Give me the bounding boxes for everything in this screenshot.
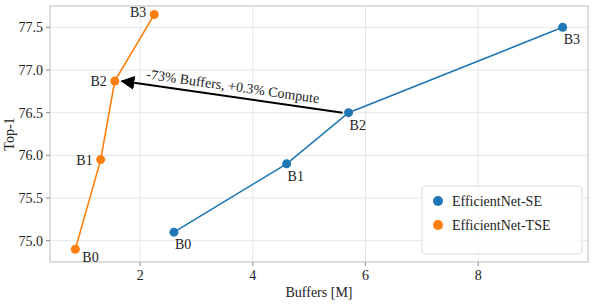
legend-label: EfficientNet-SE — [452, 194, 542, 209]
series-line — [75, 15, 154, 250]
x-tick-label: 2 — [137, 268, 144, 283]
legend-marker — [433, 220, 443, 230]
x-tick-label: 8 — [475, 268, 482, 283]
legend-marker — [433, 196, 443, 206]
point — [110, 77, 119, 86]
y-tick — [46, 198, 50, 199]
y-tick — [46, 70, 50, 71]
point — [344, 108, 353, 117]
x-tick-label: 6 — [362, 268, 369, 283]
y-tick — [46, 240, 50, 241]
legend-box — [422, 186, 582, 254]
point — [558, 23, 567, 32]
x-axis-label: Buffers [M] — [285, 285, 352, 300]
y-grid-line — [50, 70, 588, 71]
point — [169, 228, 178, 237]
x-tick — [478, 262, 479, 266]
y-tick-label: 75.0 — [19, 234, 44, 249]
y-grid-line — [50, 27, 588, 28]
x-grid-line — [140, 6, 141, 262]
data-group — [71, 10, 567, 254]
y-tick-label: 76.5 — [19, 106, 44, 121]
x-grid-line — [365, 6, 366, 262]
point-label: B3 — [564, 32, 580, 47]
point-label: B1 — [76, 153, 92, 168]
y-grid-line — [50, 155, 588, 156]
y-tick-label: 76.0 — [19, 148, 44, 163]
y-tick — [46, 27, 50, 28]
x-tick — [252, 262, 253, 266]
point-label: B0 — [175, 237, 191, 252]
plot-frame — [50, 6, 588, 262]
point — [282, 159, 291, 168]
x-grid-line — [252, 6, 253, 262]
point-label: B0 — [82, 250, 98, 265]
series-line — [174, 27, 563, 232]
y-tick-label: 77.0 — [19, 63, 44, 78]
y-axis-label: Top-1 — [2, 117, 17, 150]
point-label: B2 — [90, 74, 106, 89]
x-tick-label: 4 — [249, 268, 256, 283]
x-tick — [140, 262, 141, 266]
legend-label: EfficientNet-TSE — [452, 218, 551, 233]
y-tick — [46, 155, 50, 156]
point — [96, 155, 105, 164]
point-label: B2 — [350, 118, 366, 133]
x-tick — [365, 262, 366, 266]
annotation-text: -73% Buffers, +0.3% Compute — [145, 67, 320, 107]
point — [150, 10, 159, 19]
point-label: B1 — [288, 169, 304, 184]
chart: 2 4 6 8 75.0 75.5 76.0 76.5 77.0 77.5 Buffers [M] T… — [0, 0, 595, 305]
point — [71, 245, 80, 254]
point-label: B3 — [130, 5, 146, 20]
y-tick — [46, 112, 50, 113]
y-tick-label: 77.5 — [19, 20, 44, 35]
y-grid-line — [50, 112, 588, 113]
y-tick-label: 75.5 — [19, 191, 44, 206]
